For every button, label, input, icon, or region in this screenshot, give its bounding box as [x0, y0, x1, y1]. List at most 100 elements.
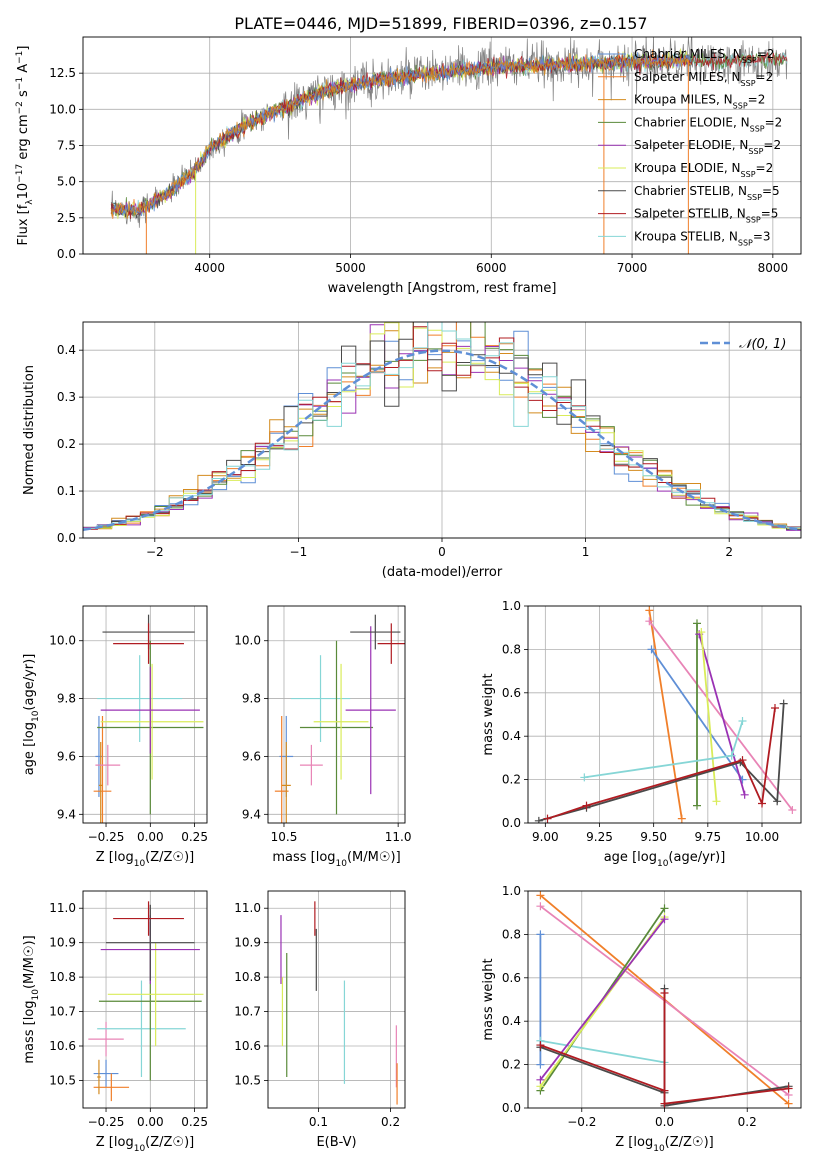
- axes-frame: [527, 890, 802, 1109]
- x-tick-label: 0.1: [309, 1115, 328, 1129]
- x-tick-label: 1: [582, 545, 590, 559]
- errorbar-salpeter_elodie: [345, 626, 396, 795]
- series-salpeter_elodie: [536, 915, 669, 1084]
- errorbar-kroupa_stelib: [97, 655, 183, 742]
- x-axis-label: Z [log10(Z/Z☉)]: [96, 850, 194, 869]
- x-tick-label: 0: [438, 545, 446, 559]
- x-tick-label: 2: [725, 545, 733, 559]
- hist-kroupa_stelib: [83, 322, 801, 532]
- axes-frame: [82, 605, 208, 824]
- plot-mass-vs-z: −0.25 0.00 0.25 10.5 10.6 10.7 10.8 10.9 11.0 Z […: [22, 890, 208, 1154]
- legend-entry: Kroupa STELIB, NSSP=3: [634, 229, 771, 247]
- plus-marker: [647, 645, 656, 654]
- y-tick-label: 10.5: [234, 1073, 261, 1087]
- errorbar-salpeter_stelib: [377, 623, 405, 664]
- axes-frame: [267, 605, 406, 824]
- y-tick-label: 0.6: [502, 971, 521, 985]
- series-salpeter_stelib: [536, 988, 793, 1108]
- plus-marker: [660, 988, 669, 997]
- grid: [83, 891, 207, 1108]
- y-tick-label: 10.6: [234, 1039, 261, 1053]
- y-tick-label: 10.7: [49, 1005, 76, 1019]
- x-axis-label: age [log10(age/yr)]: [604, 850, 726, 869]
- y-tick-label: 9.4: [57, 807, 76, 821]
- plot-weight-vs-age: 9.00 9.25 9.50 9.75 10.00 0.0 0.2 0.4 0.6 0.8 1.0 a…: [481, 599, 802, 869]
- y-axis-label: Flux [fλ10−17 erg cm−2 s−1 A−1]: [15, 46, 35, 246]
- errorbars: [280, 901, 398, 1105]
- axes-frame: [82, 890, 208, 1109]
- y-axis-label: mass weight: [481, 673, 496, 755]
- axes-frame: [82, 36, 802, 255]
- legend-entry: Chabrier MILES, NSSP=2: [634, 47, 774, 65]
- errorbar-chabrier_miles: [93, 1059, 119, 1088]
- plot-age-vs-mass: 10.5 11.0 9.4 9.6 9.8 10.0 mass [log10(M/M☉)]: [234, 605, 412, 869]
- plus-marker: [660, 915, 669, 924]
- x-tick-label: −0.25: [88, 830, 125, 844]
- errorbars: [88, 901, 204, 1102]
- errorbar-chabrier_stelib: [350, 614, 401, 650]
- plus-marker: [677, 814, 686, 823]
- x-tick-label: 11.0: [385, 830, 412, 844]
- weight-lines: [534, 606, 797, 823]
- y-tick-label: 0.0: [57, 531, 76, 545]
- x-tick-label: 0.2: [381, 1115, 400, 1129]
- plus-marker: [773, 797, 782, 806]
- y-tick-label: 0.6: [502, 686, 521, 700]
- y-tick-label: 0.4: [502, 1014, 521, 1028]
- errorbar-pink: [95, 744, 121, 786]
- y-tick-label: 9.6: [57, 749, 76, 763]
- weight-lines: [536, 891, 793, 1108]
- plus-marker: [536, 1041, 545, 1050]
- series-chabrier_elodie: [693, 619, 701, 810]
- errorbar-kroupa_miles: [97, 1059, 101, 1095]
- plus-marker: [784, 1084, 793, 1093]
- plus-marker: [645, 617, 654, 626]
- plus-marker: [779, 699, 788, 708]
- legend: Chabrier MILES, NSSP=2 Salpeter MILES, NS…: [598, 47, 782, 247]
- errorbar-kroupa_miles: [98, 741, 103, 823]
- y-tick-label: 10.9: [49, 936, 76, 950]
- x-tick-label: 0.2: [738, 1115, 757, 1129]
- plus-marker: [788, 805, 797, 814]
- legend-entry: 𝒩(0, 1): [739, 337, 786, 352]
- y-axis-label: mass weight: [481, 958, 496, 1040]
- spectrum-lines: [110, 37, 788, 254]
- x-tick-label: 5000: [335, 261, 366, 275]
- y-tick-label: 10.0: [49, 102, 76, 116]
- plus-marker: [727, 751, 736, 760]
- axes-frame: [527, 605, 802, 824]
- x-tick-label: 8000: [758, 261, 789, 275]
- plus-marker: [536, 891, 545, 900]
- plus-marker: [738, 717, 747, 726]
- y-tick-label: 0.2: [502, 1058, 521, 1072]
- errorbar-pink: [88, 1021, 124, 1057]
- y-tick-label: 0.1: [57, 484, 76, 498]
- errorbar-salpeter_elodie: [100, 666, 200, 754]
- x-tick-label: 9.50: [640, 830, 667, 844]
- x-axis-label: wavelength [Angstrom, rest frame]: [328, 281, 557, 296]
- y-tick-label: 10.5: [49, 1073, 76, 1087]
- x-tick-label: −2: [146, 545, 164, 559]
- series-kroupa_elodie: [697, 628, 721, 806]
- y-tick-label: 9.6: [242, 749, 261, 763]
- plus-marker: [536, 1075, 545, 1084]
- series-line: [539, 918, 666, 1081]
- x-tick-label: 7000: [617, 261, 648, 275]
- y-tick-label: 10.7: [234, 1005, 261, 1019]
- legend-entry: Salpeter STELIB, NSSP=5: [634, 207, 778, 225]
- series-chabrier_stelib: [534, 699, 788, 823]
- x-tick-label: −0.2: [567, 1115, 596, 1129]
- legend-entry: Kroupa ELODIE, NSSP=2: [634, 161, 773, 179]
- plus-marker: [536, 1060, 545, 1069]
- errorbars: [274, 614, 405, 823]
- plus-marker: [738, 756, 747, 765]
- y-tick-label: 0.8: [502, 642, 521, 656]
- gaussian-curve: [83, 349, 801, 532]
- series-salpeter_stelib: [543, 703, 779, 823]
- errorbar-salpeter_stelib: [113, 623, 184, 664]
- y-tick-label: 0.4: [502, 729, 521, 743]
- y-tick-label: 10.0: [49, 634, 76, 648]
- axes-frame: [82, 321, 802, 539]
- errorbar-kroupa_elodie: [100, 663, 204, 780]
